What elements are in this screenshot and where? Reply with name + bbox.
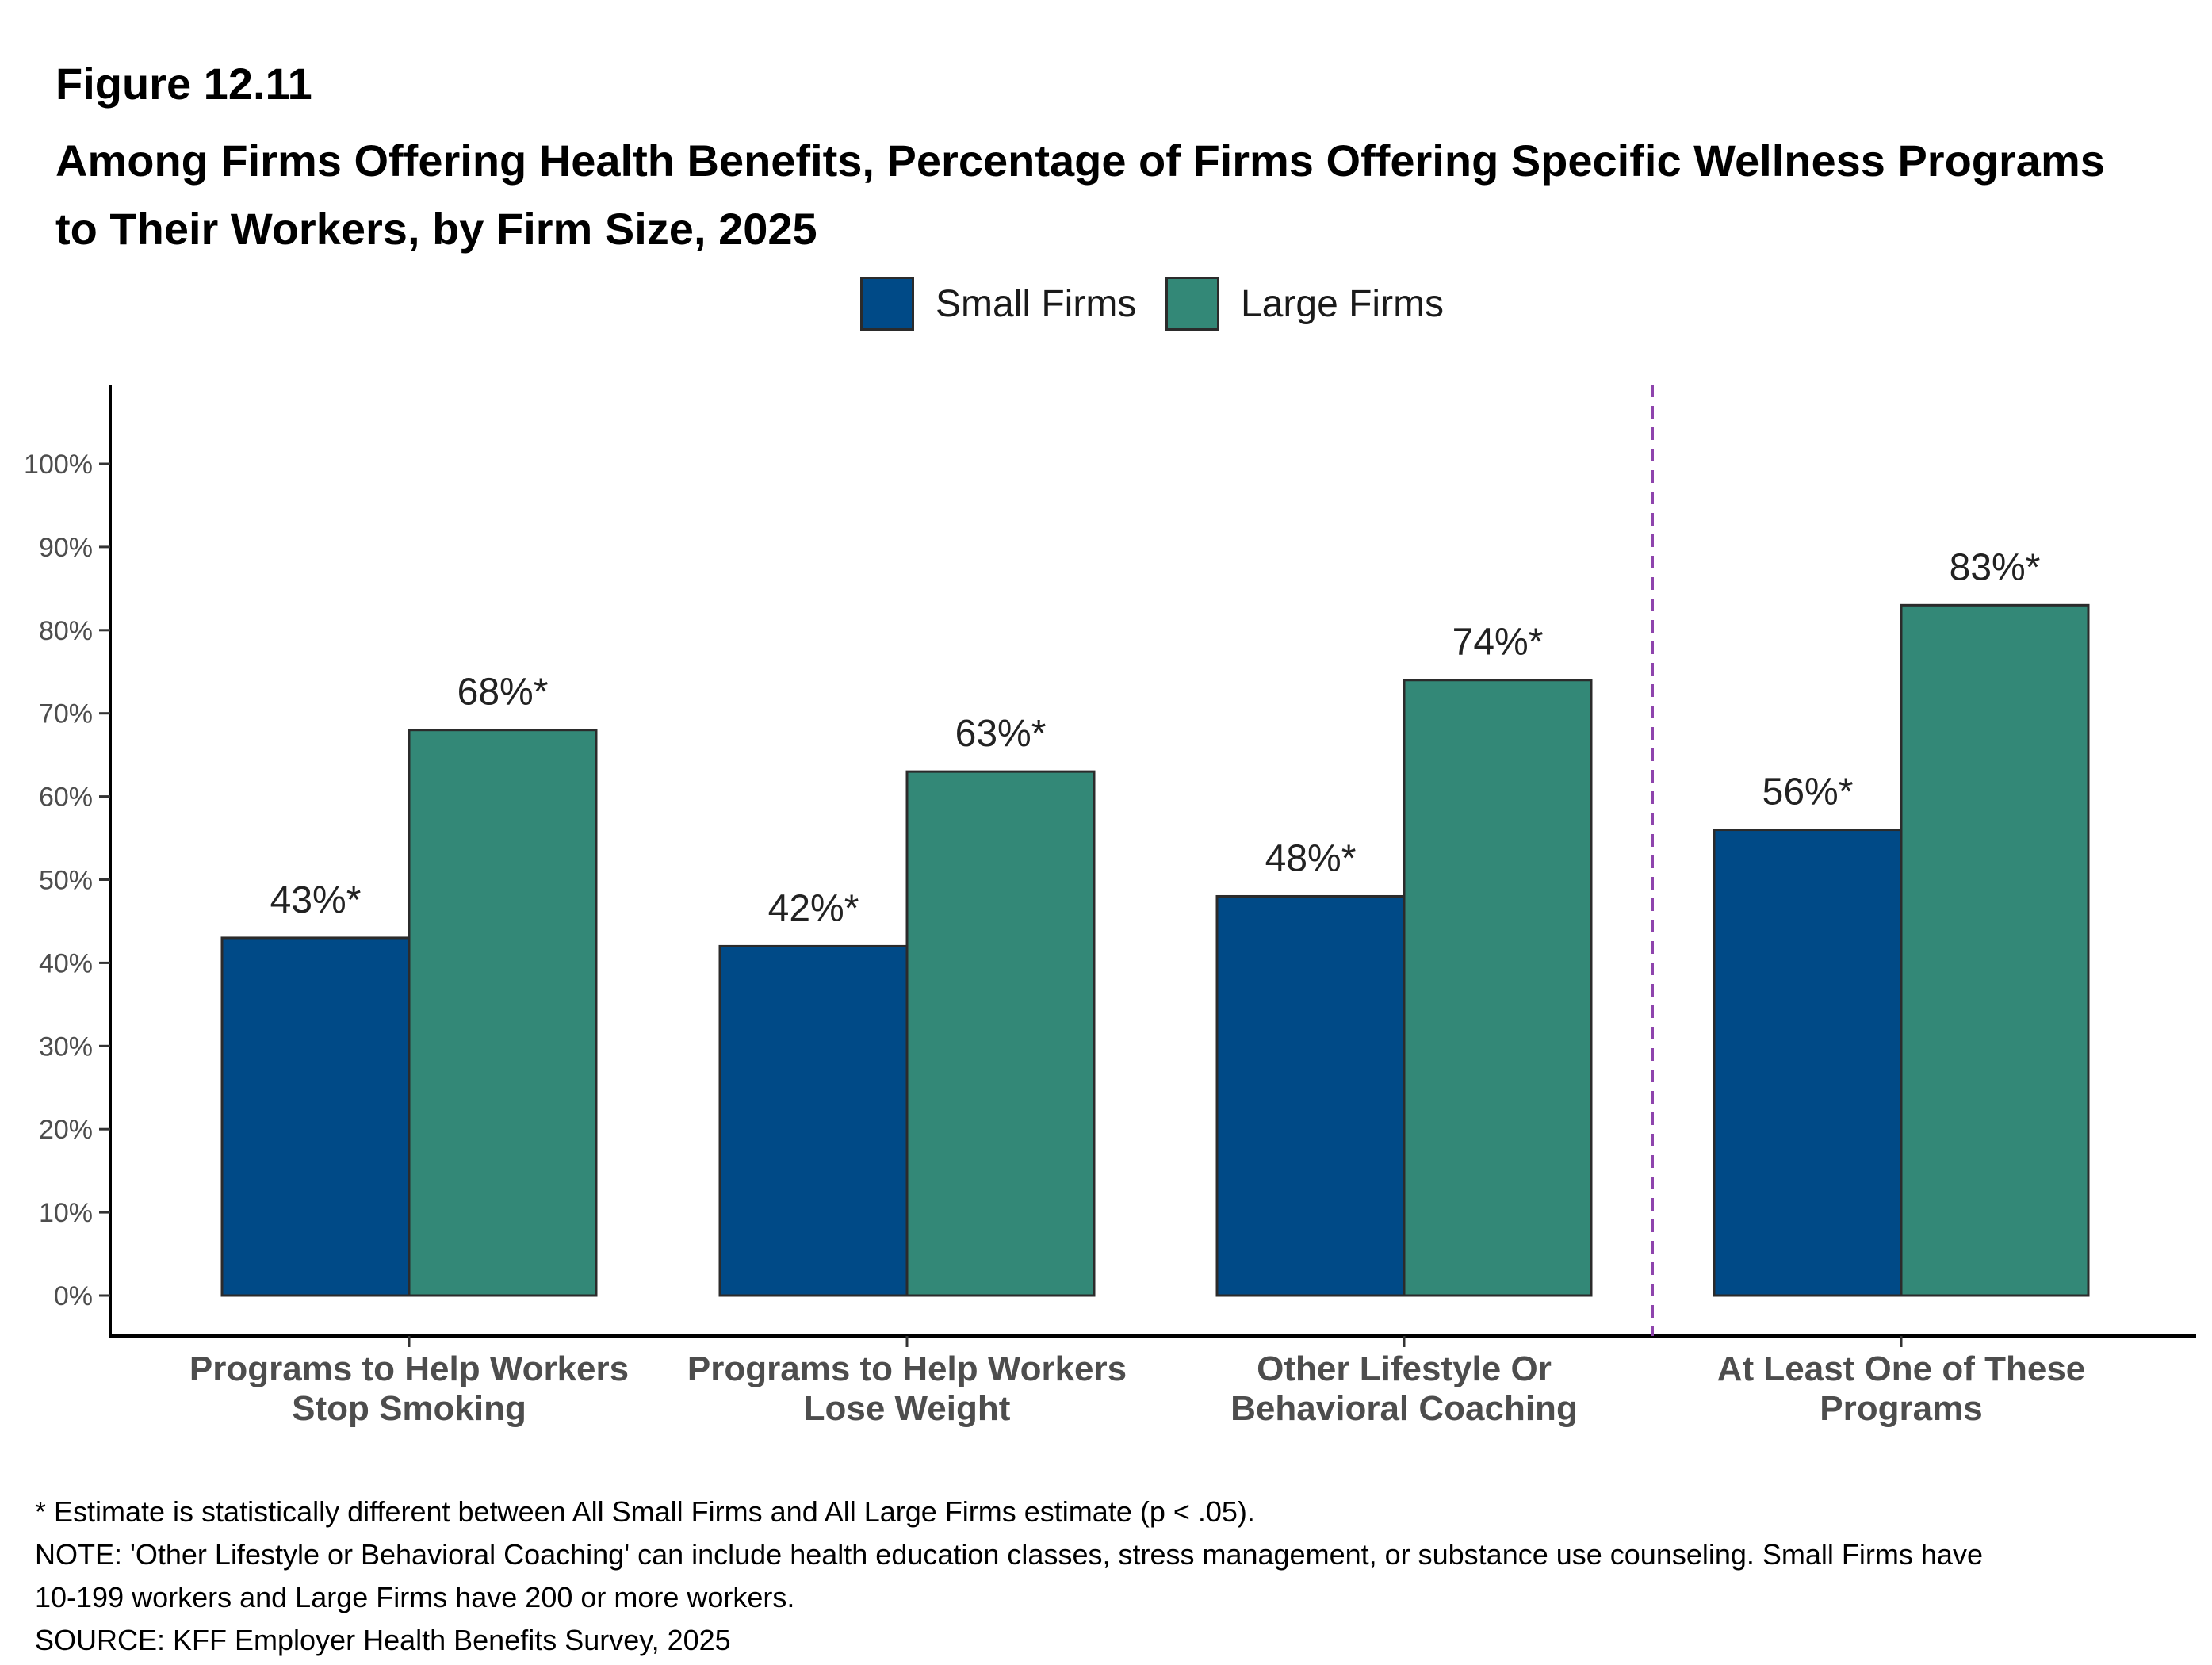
y-tick-label: 10%	[39, 1198, 93, 1228]
x-category-label: Programs to Help Workers	[687, 1349, 1127, 1388]
data-label: 83%*	[1950, 546, 2041, 588]
y-tick-label: 40%	[39, 948, 93, 978]
y-tick-label: 70%	[39, 699, 93, 729]
footnotes: * Estimate is statistically different be…	[35, 1491, 2176, 1662]
y-tick-label: 100%	[24, 450, 93, 480]
data-label: 48%*	[1265, 837, 1357, 879]
bar-small-firms	[1713, 829, 1903, 1297]
bar-large-firms	[408, 729, 598, 1297]
data-label: 42%*	[768, 887, 859, 929]
chart-legend: Small Firms Large Firms	[0, 274, 2212, 334]
legend-swatch-small-firms	[860, 277, 914, 331]
bar-small-firms	[718, 944, 909, 1297]
y-tick-label: 30%	[39, 1032, 93, 1062]
y-tick-label: 90%	[39, 533, 93, 563]
y-tick-label: 0%	[54, 1281, 93, 1311]
legend-label-small-firms: Small Firms	[936, 282, 1137, 325]
legend-item-large-firms: Large Firms	[1165, 274, 1444, 334]
data-label: 74%*	[1452, 622, 1544, 664]
legend-swatch-large-firms	[1165, 277, 1219, 331]
y-tick-label: 50%	[39, 866, 93, 896]
note-source: SOURCE: KFF Employer Health Benefits Sur…	[35, 1624, 731, 1656]
x-category-label: Other Lifestyle Or	[1257, 1349, 1552, 1388]
x-category-label: Behavioral Coaching	[1230, 1389, 1578, 1428]
bar-small-firms	[220, 936, 411, 1297]
bar-chart: 0% 10% 20% 30% 40% 50% 60% 70% 80% 90% 100% 43%* 68%…	[24, 385, 2196, 1428]
legend-item-small-firms: Small Firms	[860, 274, 1136, 334]
data-label: 68%*	[457, 672, 549, 714]
bar-large-firms	[905, 770, 1096, 1297]
y-tick-label: 80%	[39, 616, 93, 646]
legend-label-large-firms: Large Firms	[1241, 282, 1445, 325]
note-significance: * Estimate is statistically different be…	[35, 1495, 1255, 1528]
x-category-label: At Least One of These	[1717, 1349, 2086, 1388]
y-tick-label: 60%	[39, 783, 93, 813]
note-definition-line1: NOTE: 'Other Lifestyle or Behavioral Coa…	[35, 1538, 1983, 1571]
x-category-label: Programs to Help Workers	[189, 1349, 629, 1388]
data-label: 43%*	[270, 879, 362, 921]
data-label: 63%*	[955, 713, 1047, 755]
figure-title: Among Firms Offering Health Benefits, Pe…	[55, 136, 2105, 254]
x-category-label: Programs	[1820, 1389, 1982, 1428]
bar-small-firms	[1215, 894, 1406, 1297]
x-category-label: Stop Smoking	[292, 1389, 526, 1428]
bar-large-firms	[1403, 679, 1593, 1297]
x-category-label: Lose Weight	[804, 1389, 1011, 1428]
bar-large-firms	[1900, 603, 2090, 1297]
data-label: 56%*	[1762, 771, 1854, 813]
y-tick-label: 20%	[39, 1115, 93, 1145]
figure-label: Figure 12.11	[55, 59, 312, 109]
note-definition-line2: 10-199 workers and Large Firms have 200 …	[35, 1581, 795, 1613]
